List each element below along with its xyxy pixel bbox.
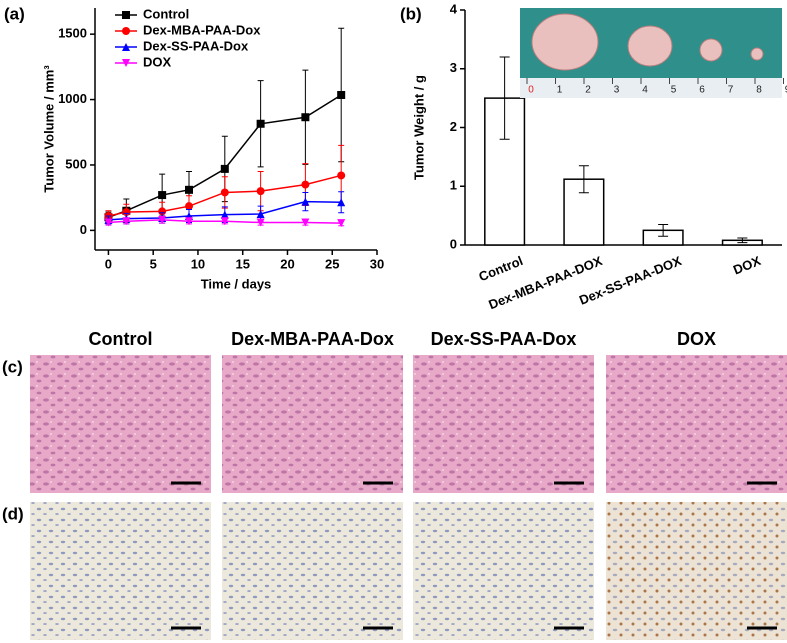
ihc-image (413, 502, 594, 640)
he-image (222, 355, 403, 493)
marker (185, 217, 193, 226)
y-tick-label: 0 (450, 236, 457, 251)
x-tick-label: 5 (150, 256, 157, 271)
ihc-image (30, 502, 211, 640)
marker (220, 164, 229, 173)
marker (220, 210, 229, 219)
marker (158, 191, 167, 200)
marker (185, 202, 193, 211)
series-line (108, 174, 342, 217)
series-line (108, 94, 342, 219)
ruler-label: 6 (699, 85, 705, 96)
error-bar (737, 237, 748, 244)
x-tick-label: 20 (280, 256, 294, 271)
bar (563, 178, 605, 246)
x-tick-label: 10 (191, 256, 205, 271)
ruler-label: 0 (528, 85, 534, 96)
marker (337, 198, 346, 207)
marker (301, 197, 310, 206)
he-image (413, 355, 594, 493)
marker (122, 208, 131, 217)
ruler-label: 9 (785, 85, 787, 96)
marker (220, 217, 229, 226)
x-tick-label: 30 (370, 256, 384, 271)
tumor (627, 25, 673, 67)
y-axis-label: Tumor Weight / g (411, 75, 426, 180)
legend-marker (122, 27, 130, 35)
y-tick-label: 0 (80, 222, 87, 237)
legend-label: DOX (143, 54, 172, 69)
ihc-image (222, 502, 403, 640)
ruler-label: 7 (728, 85, 734, 96)
error-bar (499, 56, 510, 140)
y-tick-label: 3 (450, 60, 457, 75)
series-line (108, 219, 342, 224)
column-title: Dex-SS-PAA-Dox (431, 329, 577, 349)
y-tick-label: 1500 (58, 26, 87, 41)
column-title: DOX (677, 329, 716, 349)
y-tick-label: 500 (65, 156, 87, 171)
marker (220, 188, 229, 197)
y-tick-label: 1000 (58, 91, 87, 106)
marker (256, 218, 265, 227)
ruler-label: 1 (557, 85, 563, 96)
tumor (699, 38, 723, 62)
x-tick-label: 15 (235, 256, 249, 271)
column-title: Control (89, 329, 153, 349)
marker (256, 210, 265, 219)
marker (104, 218, 113, 227)
ruler-label: 2 (585, 85, 591, 96)
y-tick-label: 4 (450, 1, 458, 16)
legend-label: Control (143, 6, 189, 21)
legend-marker (122, 43, 130, 51)
he-image (606, 355, 787, 493)
x-axis-label: Time / days (201, 276, 272, 291)
panel-label: (c) (2, 357, 23, 376)
ruler-label: 3 (614, 85, 620, 96)
tumor (750, 47, 764, 61)
ruler (520, 78, 782, 98)
ruler-label: 8 (756, 85, 762, 96)
y-tick-label: 2 (450, 119, 457, 134)
ruler-label: 4 (642, 85, 648, 96)
ruler-label: 5 (671, 85, 677, 96)
panel-label: (a) (4, 4, 25, 23)
marker (301, 180, 310, 189)
marker (337, 171, 346, 180)
marker (185, 185, 193, 194)
he-image (30, 355, 211, 493)
column-title: Dex-MBA-PAA-Dox (231, 329, 394, 349)
marker (301, 113, 310, 122)
marker (158, 215, 167, 224)
x-tick-label: DOX (731, 253, 763, 278)
series-line (108, 200, 342, 221)
marker (337, 90, 346, 99)
x-tick-label: 0 (105, 256, 112, 271)
legend-label: Dex-MBA-PAA-Dox (143, 22, 261, 37)
ihc-image (606, 502, 787, 640)
error-bar (658, 223, 669, 237)
marker (337, 219, 346, 228)
error-bar (578, 165, 589, 194)
panel-label: (b) (400, 4, 422, 23)
y-axis-label: Tumor Volume / mm³ (41, 65, 56, 193)
marker (256, 187, 265, 196)
tumor (531, 13, 599, 71)
legend-marker (122, 11, 130, 19)
legend-label: Dex-SS-PAA-Dox (143, 38, 249, 53)
legend-marker (122, 59, 130, 67)
marker (122, 217, 131, 226)
y-tick-label: 1 (450, 178, 457, 193)
marker (158, 207, 167, 216)
x-tick-label: Control (477, 253, 525, 284)
marker (256, 119, 265, 128)
marker (301, 218, 310, 227)
x-tick-label: 25 (325, 256, 339, 271)
panel-label: (d) (2, 504, 24, 523)
